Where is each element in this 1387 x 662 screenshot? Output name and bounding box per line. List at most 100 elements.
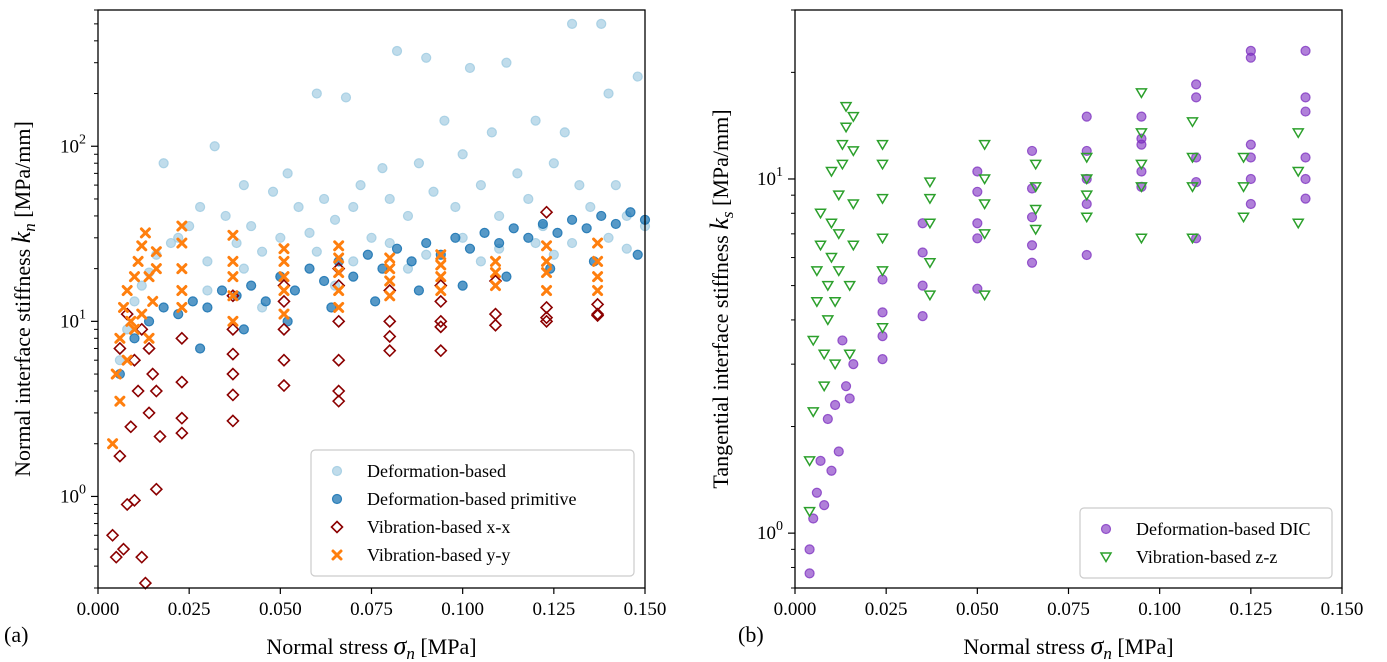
legend-marker [333,467,342,476]
data-point [826,219,836,228]
data-point [925,291,935,300]
y-tick-label: 100 [60,482,86,507]
x-tick-label: 0.000 [774,599,817,620]
data-point [386,254,394,262]
data-point [335,242,343,250]
data-point [480,228,489,237]
data-point [465,244,474,253]
data-point [349,202,358,211]
x-tick-label: 0.025 [168,599,211,620]
data-point [229,231,237,239]
x-tick-label: 0.075 [1047,599,1090,620]
data-point [1246,140,1255,149]
data-point [276,233,285,242]
data-point [878,141,888,150]
data-point [109,440,117,448]
data-point [384,345,395,356]
data-point [341,93,350,102]
data-point [1301,194,1310,203]
data-point [1136,89,1146,98]
data-point [560,128,569,137]
data-point [594,273,602,281]
data-point [261,297,270,306]
x-axis-label: Normal stress σn [MPa] [266,631,476,662]
data-point [524,233,533,242]
data-point [239,264,248,273]
data-point [178,303,186,311]
data-point [385,194,394,203]
data-point [159,159,168,168]
data-point [229,273,237,281]
data-point [611,181,620,190]
data-point [129,495,140,506]
data-point [130,334,139,343]
data-point [827,466,836,475]
data-point [826,167,836,176]
data-point [210,142,219,151]
data-point [819,382,829,391]
chart-panel-b: 0.000 0.025 0.050 0.075 0.100 0.125 0.150 100 10… [705,10,1363,662]
panel-label: (b) [738,622,764,647]
data-point [842,382,851,391]
data-point [403,211,412,220]
data-point [333,316,344,327]
data-point [1031,226,1041,235]
data-point [414,286,423,295]
x-tick-label: 0.125 [532,599,575,620]
data-point [816,209,826,218]
data-point [151,386,162,397]
data-point [349,272,358,281]
data-point [196,202,205,211]
data-point [114,343,125,354]
data-point [1293,129,1303,138]
data-point [356,181,365,190]
data-point [834,191,844,200]
data-point [848,147,858,156]
data-point [973,187,982,196]
data-point [1246,53,1255,62]
data-point [294,202,303,211]
data-point [878,267,888,276]
data-point [1192,93,1201,102]
data-point [386,292,394,300]
data-point [422,239,431,248]
data-point [147,369,158,380]
series-deformation-based-dic [805,46,1310,577]
data-point [118,544,129,555]
data-point [371,297,380,306]
data-point [633,72,642,81]
legend-label: Deformation-based DIC [1136,519,1310,539]
data-point [831,401,840,410]
data-point [918,248,927,257]
data-point [144,407,155,418]
data-point [290,286,299,295]
data-point [808,408,818,417]
data-point [278,296,289,307]
data-point [1136,234,1146,243]
data-point [980,291,990,300]
data-point [378,164,387,173]
data-point [280,287,288,295]
x-tick-label: 0.125 [1229,599,1272,620]
data-point [543,287,551,295]
data-point [140,578,151,589]
data-point [490,309,501,320]
data-point [980,200,990,209]
y-tick-label: 100 [757,519,783,544]
data-point [597,19,606,28]
y-axis-label: Normal interface stiffness kn [MPa/mm] [7,121,39,477]
data-point [123,287,131,295]
data-point [816,241,826,250]
data-point [819,350,829,359]
data-point [280,310,288,318]
x-tick-label: 0.050 [259,599,302,620]
data-point [141,229,149,237]
data-point [837,160,847,169]
data-point [845,394,854,403]
data-point [280,257,288,265]
legend-label: Deformation-based primitive [367,489,576,509]
data-point [178,265,186,273]
data-point [826,254,836,263]
data-point [437,287,445,295]
data-point [221,211,230,220]
